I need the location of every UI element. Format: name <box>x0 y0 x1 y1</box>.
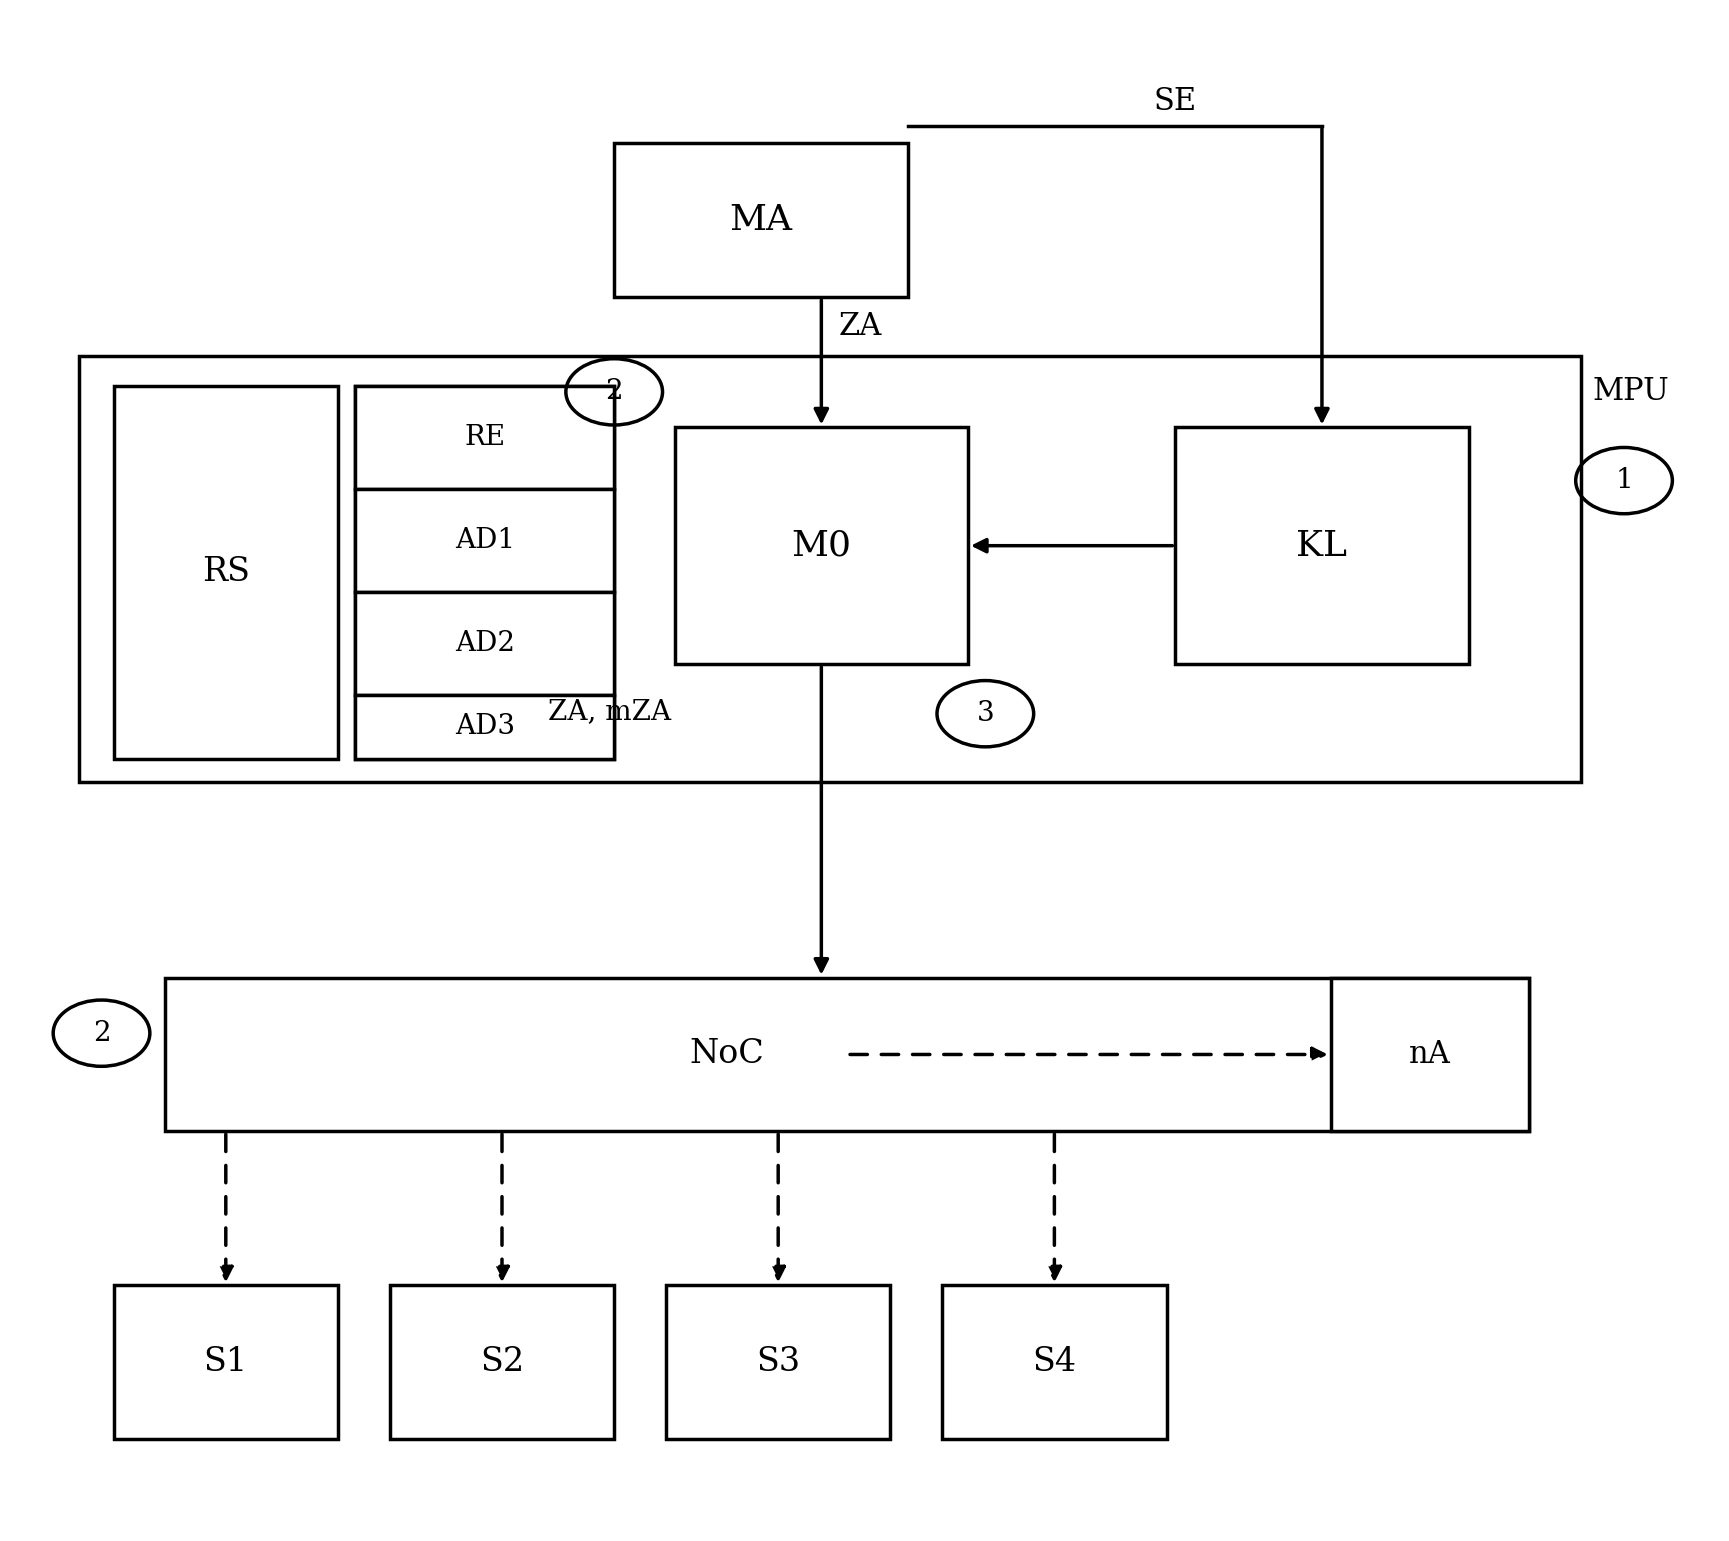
Text: S3: S3 <box>756 1347 801 1378</box>
Bar <box>114 385 337 758</box>
Bar <box>354 592 614 695</box>
Bar <box>666 1285 890 1439</box>
Text: 3: 3 <box>977 700 994 727</box>
Text: S2: S2 <box>481 1347 524 1378</box>
Text: ZA, mZA: ZA, mZA <box>548 698 671 724</box>
Text: SE: SE <box>1153 86 1196 117</box>
Text: nA: nA <box>1409 1039 1451 1069</box>
Text: AD2: AD2 <box>455 630 515 656</box>
Text: S1: S1 <box>204 1347 247 1378</box>
Text: M0: M0 <box>792 529 851 562</box>
Bar <box>80 356 1580 783</box>
Text: 2: 2 <box>605 379 622 405</box>
Bar <box>354 695 614 758</box>
Text: AD1: AD1 <box>455 527 515 553</box>
Text: RS: RS <box>202 556 249 589</box>
Bar <box>354 385 614 488</box>
Bar <box>389 1285 614 1439</box>
Text: NoC: NoC <box>690 1039 764 1071</box>
Text: 1: 1 <box>1615 467 1632 495</box>
Bar <box>1331 977 1528 1131</box>
Bar <box>942 1285 1167 1439</box>
Text: ZA: ZA <box>839 311 882 342</box>
Bar <box>114 1285 337 1439</box>
Text: KL: KL <box>1297 529 1347 562</box>
Text: MPU: MPU <box>1592 376 1670 407</box>
Bar <box>166 977 1528 1131</box>
Bar <box>1176 427 1468 664</box>
Bar <box>614 143 908 297</box>
Bar <box>674 427 968 664</box>
Text: AD3: AD3 <box>455 713 515 740</box>
Text: S4: S4 <box>1032 1347 1077 1378</box>
Bar <box>354 385 614 758</box>
Text: RE: RE <box>463 424 505 452</box>
Bar <box>354 488 614 592</box>
Text: MA: MA <box>730 203 792 237</box>
Text: 2: 2 <box>93 1020 111 1046</box>
